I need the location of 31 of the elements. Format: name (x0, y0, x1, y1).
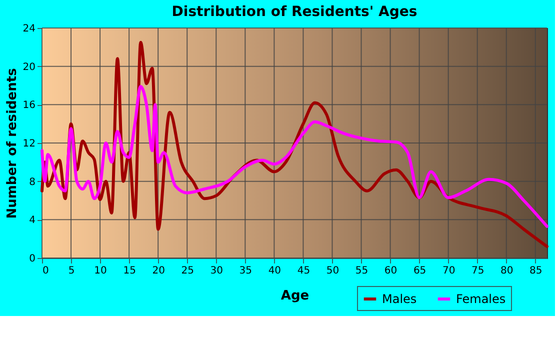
x-tick-label: 40 (268, 266, 282, 276)
y-tick-label: 12 (22, 138, 36, 150)
y-tick-label: 24 (22, 24, 36, 34)
y-tick-label: 16 (22, 100, 36, 112)
x-tick-label: 0 (42, 266, 49, 276)
x-tick-label: 10 (94, 266, 107, 276)
x-tick-label: 15 (123, 266, 136, 276)
y-axis-title: Number of residents (4, 68, 20, 219)
x-tick-label: 85 (530, 266, 542, 276)
y-tick-label: 0 (29, 254, 36, 264)
x-tick-label: 30 (210, 266, 224, 276)
chart-title: Distribution of Residents' Ages (172, 4, 418, 20)
x-tick-label: 70 (442, 266, 456, 276)
x-tick-label: 55 (355, 266, 368, 276)
y-tick-label: 20 (22, 62, 36, 73)
y-tick-label: 4 (29, 215, 36, 226)
legend-label: Males (382, 292, 417, 306)
x-tick-label: 60 (384, 266, 398, 276)
x-tick-label: 25 (181, 266, 194, 276)
line-series (40, 84, 548, 228)
x-tick-label: 35 (239, 266, 252, 276)
x-tick-label: 5 (68, 266, 75, 276)
x-axis-title: Age (280, 288, 310, 304)
x-tick-label: 75 (471, 266, 484, 276)
x-tick-label: 65 (413, 266, 426, 276)
y-tick-label: 8 (29, 176, 36, 188)
x-tick-label: 80 (500, 266, 514, 276)
legend-label: Females (456, 292, 506, 306)
x-tick-label: 45 (297, 266, 310, 276)
x-tick-label: 20 (152, 266, 165, 276)
x-tick-label: 50 (326, 266, 340, 276)
